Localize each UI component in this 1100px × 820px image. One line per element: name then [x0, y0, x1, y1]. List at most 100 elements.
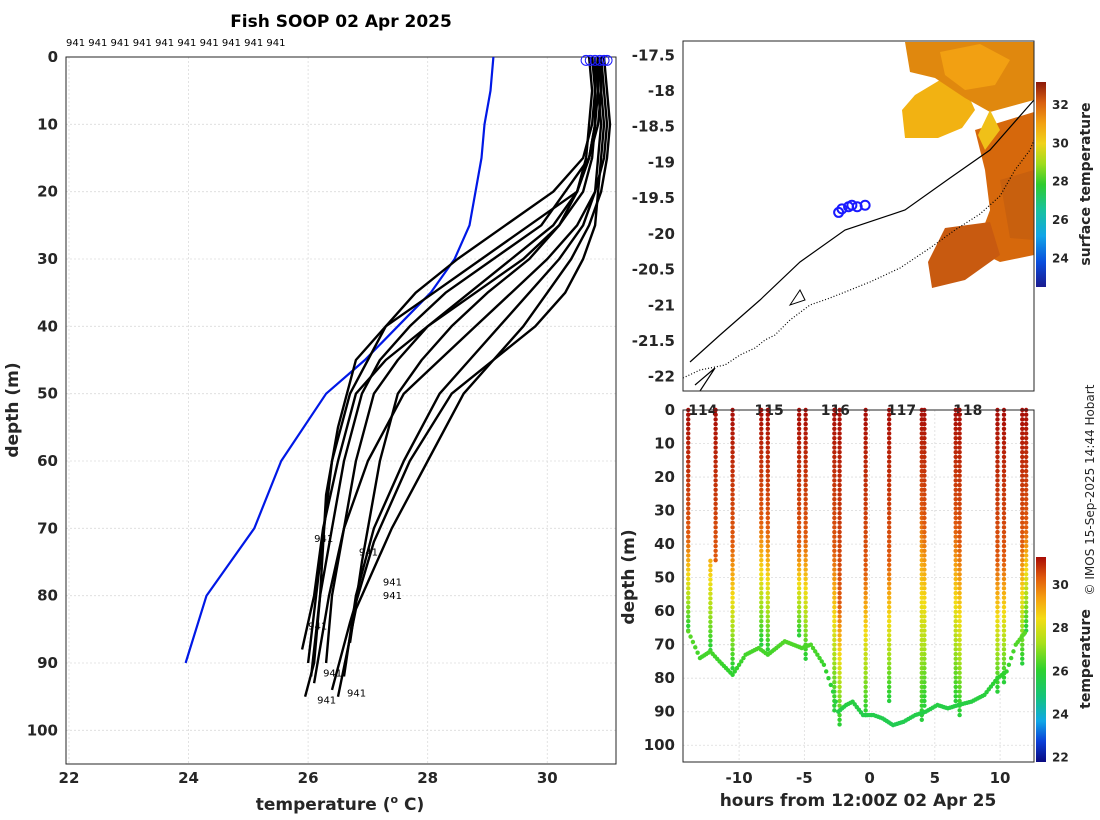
section-floor-point: [810, 645, 816, 651]
section-point: [995, 689, 1000, 694]
section-point: [1020, 478, 1025, 483]
section-point: [803, 445, 808, 450]
section-point: [832, 572, 837, 577]
section-point: [765, 492, 771, 497]
section-point: [995, 468, 1000, 474]
section-point: [1020, 553, 1025, 558]
section-point: [832, 576, 837, 582]
section-point: [832, 590, 837, 596]
section-point: [759, 487, 764, 492]
section-point: [886, 435, 892, 441]
section-point: [922, 431, 927, 436]
section-point: [832, 586, 837, 591]
section-point: [957, 600, 962, 605]
section-point: [922, 478, 927, 483]
section-point: [863, 548, 868, 553]
section-floor-point: [815, 652, 820, 657]
section-point: [837, 647, 842, 652]
section-point: [957, 468, 962, 474]
section-point: [796, 529, 802, 535]
section-point: [759, 468, 764, 474]
section-point: [1023, 572, 1029, 577]
section-point: [1023, 445, 1029, 450]
section-point: [886, 647, 892, 652]
section-point: [863, 567, 868, 572]
section-point: [995, 548, 1000, 553]
section-point: [708, 563, 713, 568]
section-point: [803, 487, 808, 492]
section-point: [686, 412, 691, 417]
section-point: [1020, 567, 1025, 572]
section-point: [837, 628, 842, 633]
section-point: [957, 501, 962, 507]
section-point: [863, 637, 868, 643]
section-point: [708, 572, 713, 578]
section-point: [1020, 548, 1025, 553]
section-point: [1001, 581, 1007, 586]
colorbar-tick-label: 32: [1052, 98, 1069, 112]
section-point: [995, 431, 1000, 436]
section-point: [953, 572, 958, 577]
section-point: [837, 623, 842, 629]
section-point: [995, 543, 1000, 549]
section-point: [863, 426, 868, 431]
section-point: [837, 543, 842, 549]
section-point: [832, 675, 837, 680]
section-floor-point: [734, 665, 740, 671]
section-point: [1020, 539, 1025, 544]
section-point: [1023, 562, 1029, 568]
section-point: [730, 539, 735, 544]
section-point: [953, 468, 958, 474]
section-point: [863, 698, 868, 704]
section-point: [863, 623, 868, 629]
section-point: [953, 581, 958, 586]
section-point: [796, 468, 802, 474]
section-point: [863, 445, 868, 450]
section-point: [713, 450, 718, 455]
section-point: [730, 492, 735, 497]
section-point: [953, 656, 958, 661]
section-point: [1023, 576, 1029, 582]
profile-label: 941: [383, 578, 402, 589]
profile-line: [300, 56, 594, 650]
section-point: [863, 633, 868, 638]
section-floor-point: [821, 662, 827, 667]
section-point: [837, 586, 842, 591]
section-point: [796, 628, 802, 633]
section-point: [957, 454, 962, 460]
section-point: [796, 572, 802, 577]
section-point: [1023, 553, 1029, 558]
section-point: [1001, 482, 1007, 488]
section-point: [1001, 637, 1007, 643]
section-point: [995, 651, 1000, 657]
section-point: [863, 651, 868, 657]
section-point: [1001, 665, 1007, 671]
section-point: [837, 722, 842, 727]
section-point: [1001, 633, 1007, 638]
section-point: [953, 435, 958, 441]
section-point: [886, 628, 892, 633]
section-point: [1020, 543, 1025, 549]
section-point: [863, 525, 868, 530]
section-point: [730, 435, 735, 441]
section-point: [730, 637, 735, 643]
section-point: [995, 656, 1000, 661]
section-point: [730, 417, 735, 422]
section-point: [796, 445, 802, 450]
section-point: [953, 506, 958, 511]
section-point: [796, 590, 802, 596]
section-point: [922, 567, 927, 572]
section-point: [803, 534, 808, 539]
section-point: [759, 586, 764, 591]
temperature-colorbar-ticks: 22 24 26 28 30: [1052, 578, 1069, 765]
section-point: [953, 680, 958, 685]
section-point: [796, 539, 802, 544]
section-point: [686, 478, 691, 483]
section-point: [1023, 417, 1029, 422]
section-point: [886, 600, 892, 605]
section-point: [837, 581, 842, 586]
section-point: [765, 534, 771, 539]
section-point: [922, 675, 927, 680]
section-point: [837, 576, 842, 582]
y-tick-label: 50: [654, 569, 675, 587]
